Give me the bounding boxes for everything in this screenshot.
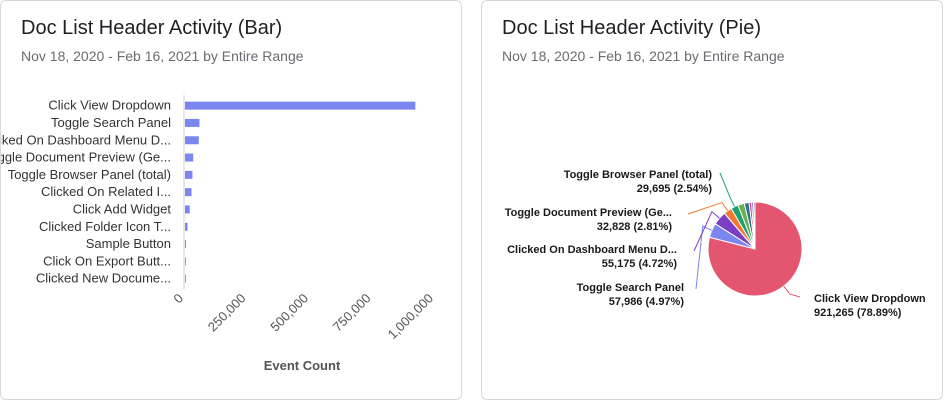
pie-slice-value-label: 29,695 (2.54%) <box>637 183 713 195</box>
bar[interactable] <box>185 153 194 162</box>
pie-slice-value-label: 921,265 (78.89%) <box>814 307 902 319</box>
pie-slice-name-label: Click View Dropdown <box>814 293 926 305</box>
category-label: Toggle Browser Panel (total) <box>8 167 171 182</box>
category-label: Clicked On Related I... <box>41 184 171 199</box>
category-label: Clicked On Dashboard Menu D... <box>1 132 171 147</box>
x-tick-label: 0 <box>170 291 186 307</box>
pie-slice-value-label: 32,828 (2.81%) <box>597 221 673 233</box>
pie-slice[interactable] <box>753 201 756 250</box>
category-label: Toggle Search Panel <box>51 115 171 130</box>
x-tick-label: 750,000 <box>330 291 374 335</box>
x-tick-label: 250,000 <box>205 291 249 335</box>
pie-slice-name-label: Toggle Search Panel <box>577 282 684 294</box>
x-axis-title: Event Count <box>264 358 341 373</box>
bar-chart-plot: Click View Dropdown Toggle Search Panel Cl… <box>1 95 437 373</box>
pie-leader-line <box>695 225 713 290</box>
x-tick-label: 500,000 <box>267 291 311 335</box>
pie-leader-line <box>783 285 801 298</box>
category-label: Clicked Folder Icon T... <box>39 219 171 234</box>
bar[interactable] <box>185 136 199 145</box>
bar[interactable] <box>185 240 186 249</box>
bar[interactable] <box>185 118 200 127</box>
category-label: Clicked New Docume... <box>36 271 171 286</box>
bar[interactable] <box>185 205 190 214</box>
bar-chart-card: Doc List Header Activity (Bar) Nov 18, 2… <box>0 0 462 400</box>
pie-slice-name-label: Toggle Browser Panel (total) <box>564 169 713 181</box>
category-label: Click On Export Butt... <box>43 253 171 268</box>
bar[interactable] <box>185 170 193 179</box>
x-tick-label: 1,000,000 <box>385 291 437 343</box>
bar[interactable] <box>185 257 186 266</box>
pie-chart-plot: Click View Dropdown 921,265 (78.89%) Toggl… <box>505 169 926 319</box>
pie-slice-value-label: 55,175 (4.72%) <box>602 258 678 270</box>
pie-slice-value-label: 57,986 (4.97%) <box>609 296 685 308</box>
category-label: Click Add Widget <box>73 201 172 216</box>
category-labels: Click View Dropdown Toggle Search Panel Cl… <box>1 98 171 286</box>
category-label: Click View Dropdown <box>48 98 171 113</box>
pie-slice-name-label: Clicked On Dashboard Menu D... <box>507 244 677 256</box>
pie-chart-title: Doc List Header Activity (Pie) <box>502 17 761 39</box>
bar[interactable] <box>185 222 188 231</box>
category-label: Sample Button <box>86 236 171 251</box>
pie-chart-card: Doc List Header Activity (Pie) Nov 18, 2… <box>481 0 943 400</box>
pie-chart-date-range[interactable]: Nov 18, 2020 - Feb 16, 2021 by Entire Ra… <box>502 48 785 64</box>
pie-slice-name-label: Toggle Document Preview (Ge... <box>505 207 672 219</box>
pie-leader-line <box>719 172 735 207</box>
pie-leader-line <box>687 201 729 215</box>
pie-leader-line <box>693 210 720 252</box>
bar-chart-date-range[interactable]: Nov 18, 2020 - Feb 16, 2021 by Entire Ra… <box>21 48 304 64</box>
category-label: Toggle Document Preview (Ge... <box>1 150 171 165</box>
bar[interactable] <box>185 101 416 110</box>
bar[interactable] <box>185 188 192 197</box>
bar[interactable] <box>185 274 186 283</box>
bar-chart-title: Doc List Header Activity (Bar) <box>21 17 283 39</box>
